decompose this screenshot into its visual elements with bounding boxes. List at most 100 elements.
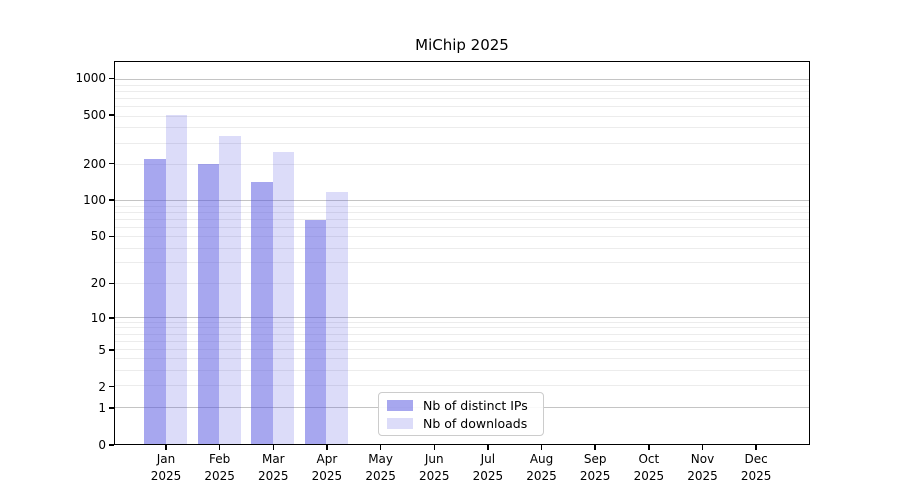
x-tick-month: Sep: [583, 452, 607, 466]
x-tick-year: 2025: [204, 468, 235, 483]
x-tick-month: Oct: [638, 452, 660, 466]
x-tick-mark: [272, 445, 275, 450]
x-tick-mark: [433, 445, 435, 450]
minor-gridline: [115, 327, 809, 329]
x-tick-month: Jan: [156, 452, 176, 466]
x-tick-year: 2025: [740, 468, 772, 483]
minor-gridline: [115, 211, 809, 213]
x-tick-mark: [165, 445, 167, 450]
y-tick-label: 0: [98, 438, 106, 452]
minor-gridline: [115, 348, 809, 350]
x-tick-mark: [701, 445, 704, 450]
x-tick-year: 2025: [687, 468, 718, 483]
x-tick-year: 2025: [311, 468, 343, 483]
y-tick-mark: [108, 282, 114, 285]
y-tick-mark: [108, 77, 114, 80]
x-tick-label-jun: Jun 2025: [402, 451, 466, 484]
x-tick-label-nov: Nov 2025: [671, 451, 735, 484]
x-tick-year: 2025: [150, 468, 182, 483]
y-tick-label: 100: [83, 193, 106, 208]
bar-downloads-jan: [165, 114, 187, 444]
x-tick-year: 2025: [365, 468, 396, 483]
x-tick-month: Apr: [316, 452, 338, 466]
minor-gridline: [115, 84, 809, 86]
y-tick-mark: [108, 199, 114, 201]
bar-downloads-mar: [272, 152, 295, 444]
x-tick-month: Aug: [529, 452, 554, 466]
x-tick-label-sep: Sep 2025: [563, 451, 627, 484]
minor-gridline: [115, 115, 809, 117]
bar-downloads-feb: [219, 136, 241, 444]
x-tick-label-aug: Aug 2025: [510, 451, 574, 484]
y-tick-label: 500: [83, 108, 106, 123]
x-tick-mark: [594, 445, 596, 450]
x-tick-month: May: [368, 452, 393, 466]
x-tick-mark: [755, 445, 757, 450]
x-tick-label-apr: Apr 2025: [295, 451, 359, 484]
legend-swatch-downloads: [387, 417, 413, 429]
y-tick-label: 50: [90, 229, 106, 244]
x-tick-year: 2025: [526, 468, 557, 483]
y-tick-label: 20: [90, 276, 106, 291]
minor-gridline: [115, 370, 809, 372]
x-tick-mark: [487, 445, 489, 450]
minor-gridline: [115, 226, 809, 228]
bar-distinct-ips-mar: [251, 181, 273, 444]
minor-gridline: [115, 163, 809, 165]
y-tick-label: 1000: [75, 71, 106, 86]
y-tick-mark: [108, 317, 114, 319]
major-gridline: [115, 79, 809, 81]
y-tick-mark: [108, 114, 114, 116]
plot-area: [114, 61, 810, 445]
y-tick-mark: [108, 385, 114, 388]
x-tick-year: 2025: [579, 468, 611, 483]
y-tick-label: 200: [83, 156, 106, 171]
minor-gridline: [115, 218, 809, 220]
minor-gridline: [115, 385, 809, 387]
x-tick-month: Dec: [744, 452, 768, 466]
chart-title: MiChip 2025: [415, 36, 509, 54]
x-tick-mark: [218, 445, 221, 450]
minor-gridline: [115, 91, 809, 93]
bar-distinct-ips-feb: [197, 163, 220, 444]
legend: Nb of distinct IPs Nb of downloads: [378, 392, 544, 436]
x-tick-year: 2025: [633, 468, 665, 483]
minor-gridline: [115, 127, 809, 129]
minor-gridline: [115, 333, 809, 335]
x-tick-label-jul: Jul 2025: [456, 451, 520, 484]
bar-distinct-ips-apr: [304, 219, 327, 444]
y-tick-mark: [108, 235, 114, 238]
minor-gridline: [115, 247, 809, 249]
x-tick-label-oct: Oct 2025: [617, 451, 681, 484]
y-tick-mark: [108, 162, 114, 165]
minor-gridline: [115, 321, 809, 323]
bar-downloads-apr: [326, 191, 348, 444]
y-tick-label: 5: [98, 342, 106, 357]
legend-item-downloads: Nb of downloads: [387, 416, 535, 431]
x-tick-year: 2025: [472, 468, 504, 483]
x-tick-mark: [326, 445, 328, 450]
y-tick-mark: [108, 407, 114, 409]
x-tick-year: 2025: [418, 468, 450, 483]
x-tick-label-may: May 2025: [349, 451, 413, 484]
legend-item-distinct-ips: Nb of distinct IPs: [387, 398, 535, 413]
x-tick-mark: [648, 445, 650, 450]
minor-gridline: [115, 205, 809, 207]
y-tick-label: 10: [90, 310, 106, 325]
minor-gridline: [115, 358, 809, 360]
x-tick-month: Jul: [480, 452, 496, 466]
minor-gridline: [115, 340, 809, 342]
x-tick-month: Feb: [209, 452, 231, 466]
major-gridline: [115, 200, 809, 202]
y-tick-mark: [108, 349, 114, 351]
legend-label-downloads: Nb of downloads: [423, 415, 528, 431]
minor-gridline: [115, 106, 809, 108]
bar-distinct-ips-jan: [144, 158, 166, 444]
x-tick-mark: [379, 445, 382, 450]
x-tick-label-mar: Mar 2025: [241, 451, 305, 484]
minor-gridline: [115, 262, 809, 264]
x-tick-label-feb: Feb 2025: [188, 451, 252, 484]
legend-swatch-distinct-ips: [387, 399, 413, 411]
minor-gridline: [115, 236, 809, 238]
x-tick-month: Mar: [261, 452, 285, 466]
